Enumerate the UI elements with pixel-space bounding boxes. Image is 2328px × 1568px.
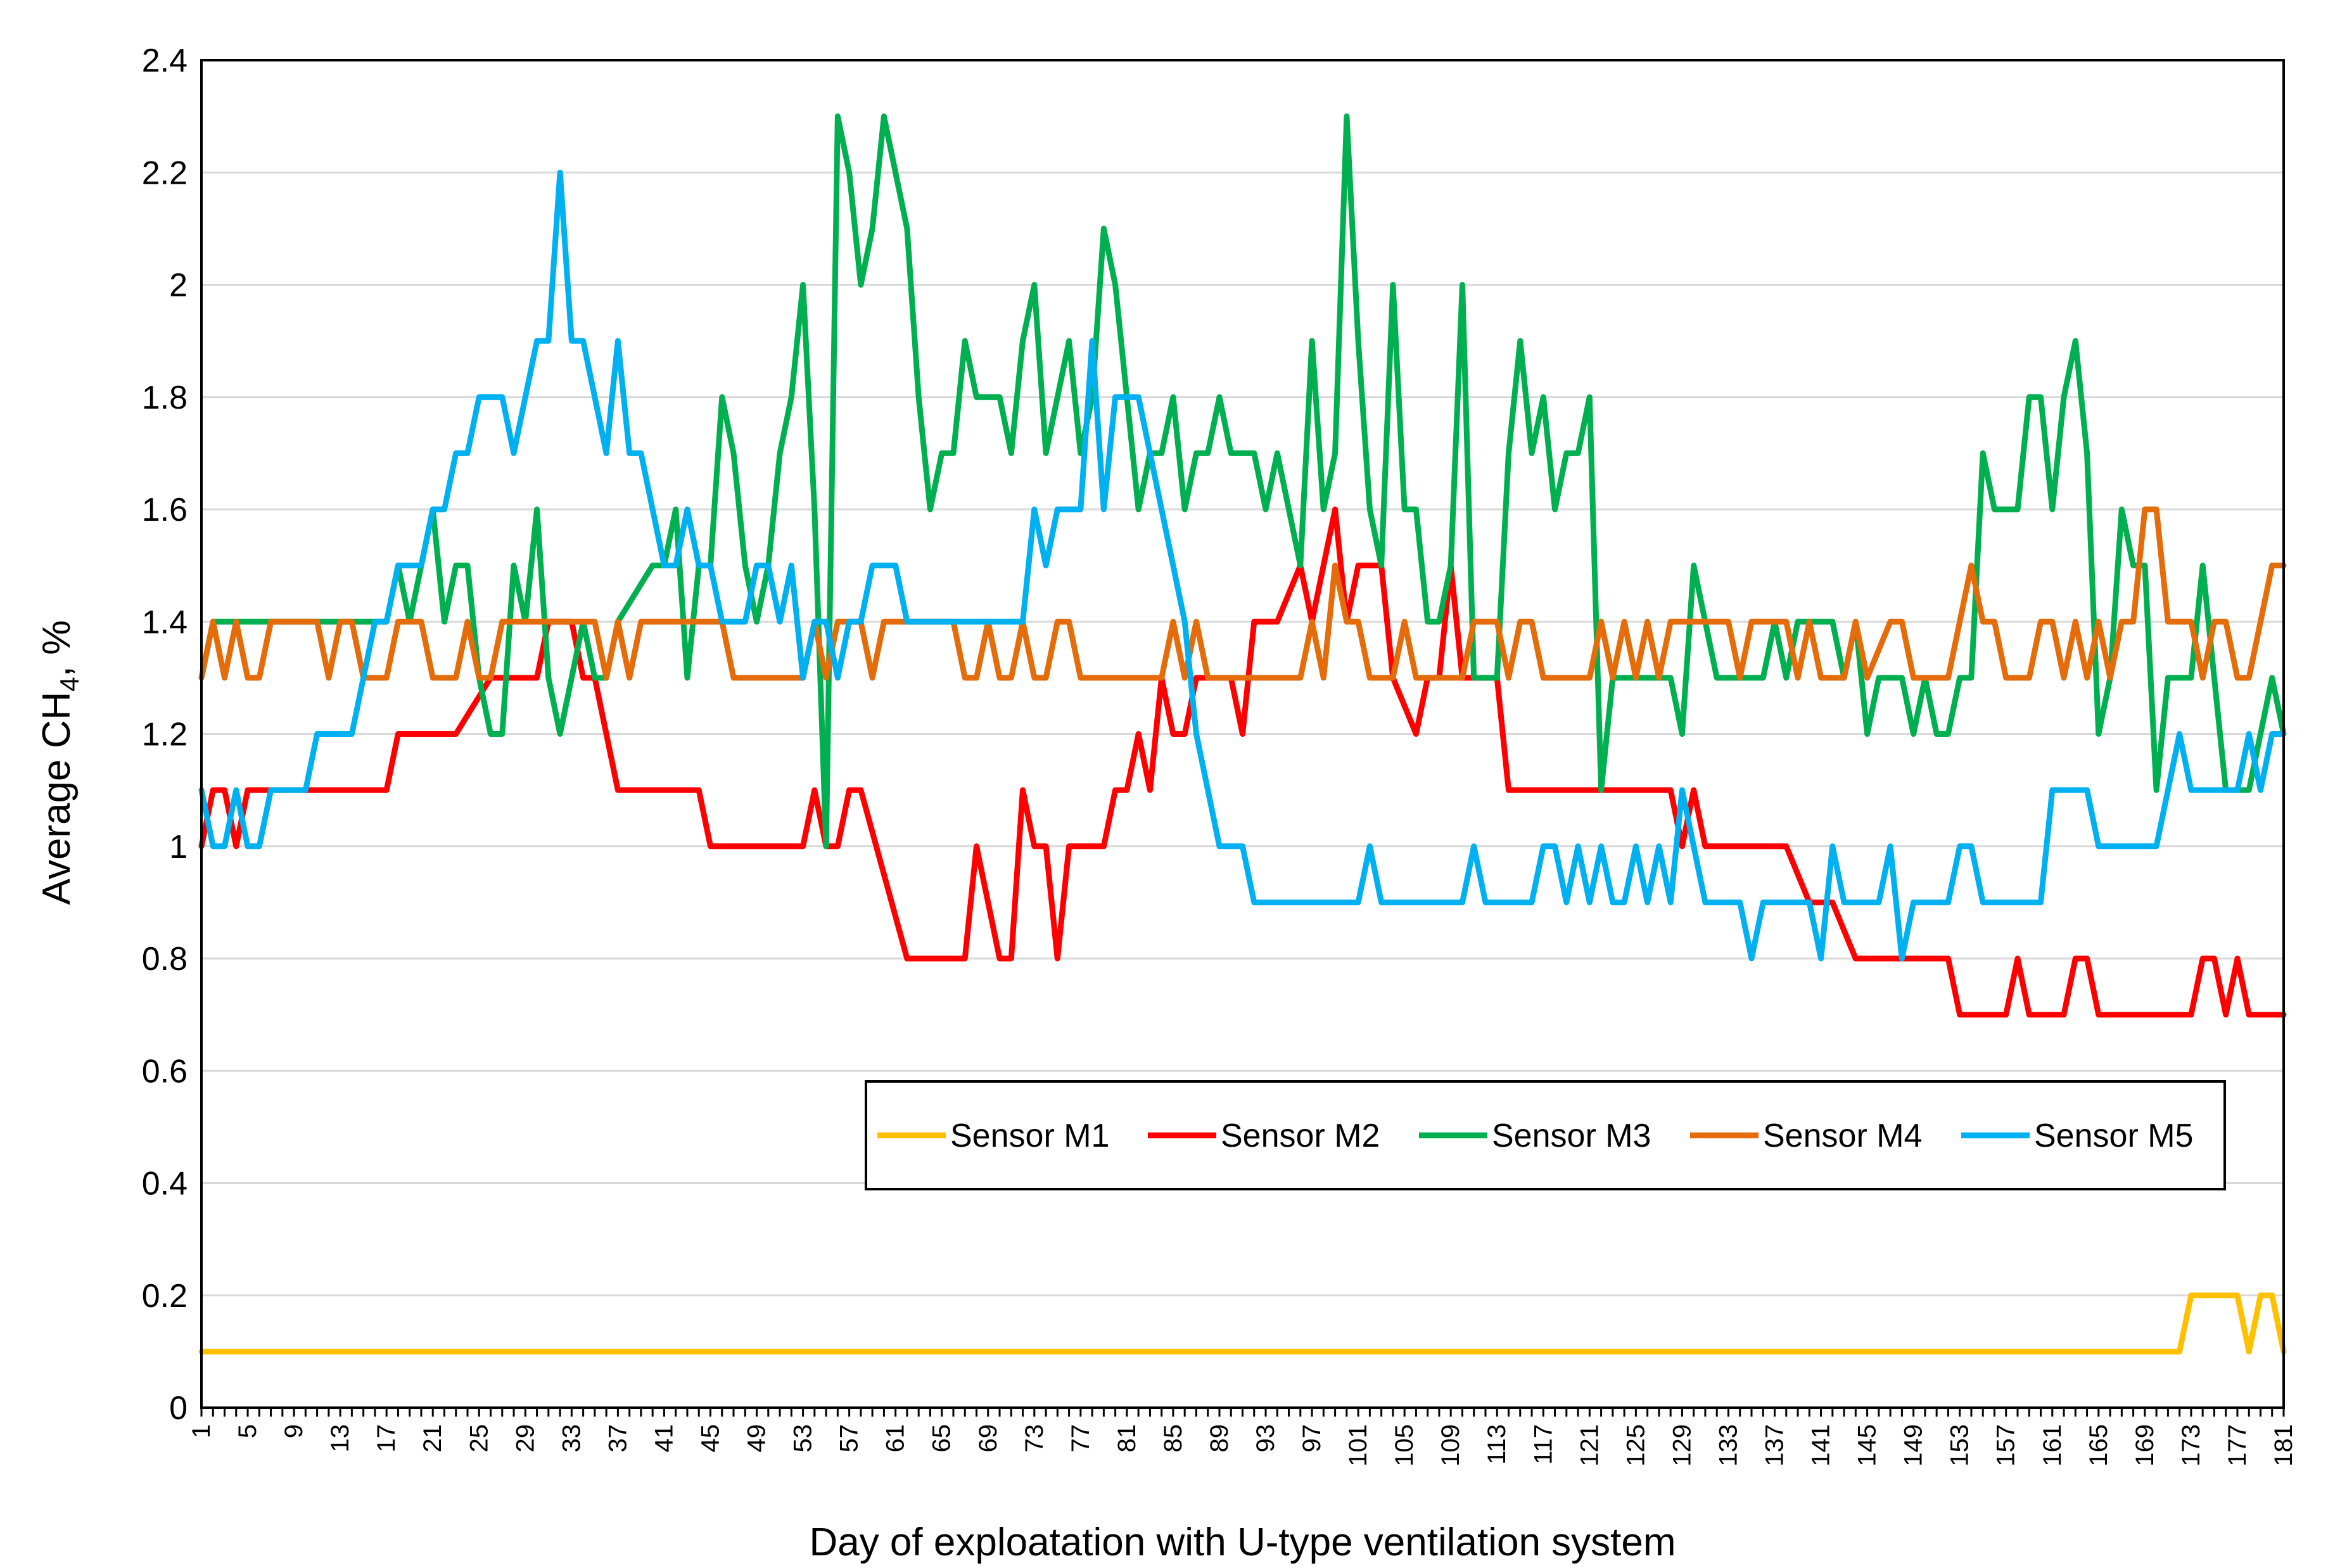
x-tick-label: 41 <box>650 1424 678 1453</box>
x-axis-label: Day of exploatation with U-type ventilat… <box>809 1520 1676 1564</box>
x-tick-label: 181 <box>2270 1424 2298 1467</box>
x-tick-label: 25 <box>465 1424 493 1453</box>
x-tick-label: 61 <box>882 1424 910 1453</box>
x-tick-label: 9 <box>280 1424 308 1438</box>
x-tick-label: 133 <box>1714 1424 1742 1467</box>
x-tick-label: 177 <box>2223 1424 2251 1467</box>
x-tick-label: 5 <box>234 1424 262 1438</box>
y-tick-label: 1.2 <box>142 717 188 753</box>
y-axis-label-suffix: , % <box>35 620 79 677</box>
x-tick-label: 89 <box>1205 1424 1233 1453</box>
y-tick-label: 1.6 <box>142 492 188 528</box>
x-tick-label: 33 <box>557 1424 585 1453</box>
x-tick-label: 93 <box>1252 1424 1280 1453</box>
x-tick-label: 117 <box>1529 1424 1557 1465</box>
y-tick-label: 0 <box>169 1390 188 1427</box>
x-tick-label: 37 <box>604 1424 632 1453</box>
legend-label: Sensor M1 <box>950 1118 1109 1154</box>
x-tick-label: 21 <box>419 1424 447 1453</box>
x-tick-label: 165 <box>2085 1424 2113 1467</box>
x-tick-label: 105 <box>1390 1424 1418 1467</box>
y-tick-label: 1.4 <box>142 604 188 641</box>
series-line-sensor-m1 <box>198 1292 2287 1354</box>
legend: Sensor M1 Sensor M2 Sensor M3 Sensor M4 Sens… <box>865 1080 2226 1190</box>
x-tick-label: 57 <box>836 1424 863 1453</box>
legend-label: Sensor M5 <box>2034 1118 2193 1154</box>
y-tick-label: 2 <box>169 267 188 304</box>
y-tick-label: 2.2 <box>142 155 188 191</box>
x-tick-label: 161 <box>2039 1424 2066 1467</box>
x-tick-label: 49 <box>743 1424 771 1453</box>
x-tick-label: 77 <box>1067 1424 1095 1453</box>
x-tick-label: 73 <box>1021 1424 1048 1453</box>
x-tick-label: 129 <box>1668 1424 1696 1467</box>
x-tick-label: 97 <box>1298 1424 1326 1453</box>
y-axis-label-subscript: 4 <box>54 677 84 691</box>
y-axis-label-main: Average CH <box>35 692 79 905</box>
legend-label: Sensor M2 <box>1221 1118 1380 1154</box>
x-tick-label: 149 <box>1900 1424 1928 1467</box>
x-tick-label: 141 <box>1807 1424 1835 1467</box>
x-tick-label: 81 <box>1113 1424 1141 1453</box>
y-tick-label: 0.2 <box>142 1278 188 1315</box>
x-tick-label: 1 <box>188 1424 215 1438</box>
x-tick-label: 29 <box>511 1424 539 1453</box>
legend-label: Sensor M4 <box>1763 1118 1922 1154</box>
x-tick-label: 173 <box>2177 1424 2205 1467</box>
x-tick-label: 137 <box>1761 1424 1789 1467</box>
series-line-sensor-m4 <box>198 506 2287 681</box>
x-tick-label: 145 <box>1854 1424 1881 1467</box>
x-axis-ticks: 1 5 9 13 17 21 25 29 33 37 41 45 49 53 57 61 65 69 73 77 81 8… <box>188 1408 2298 1467</box>
x-tick-label: 101 <box>1344 1424 1372 1467</box>
y-axis-ticks: 0 0.2 0.4 0.6 0.8 1 1.2 1.4 1.6 1.8 2 2.2 2.4 <box>142 42 188 1427</box>
legend-label: Sensor M3 <box>1492 1118 1651 1154</box>
x-tick-label: 85 <box>1159 1424 1187 1453</box>
x-tick-label: 153 <box>1946 1424 1974 1467</box>
x-tick-label: 45 <box>696 1424 724 1453</box>
x-tick-label: 121 <box>1575 1424 1603 1467</box>
series-layer <box>198 113 2287 1354</box>
x-tick-label: 53 <box>789 1424 817 1453</box>
y-tick-label: 2.4 <box>142 42 188 79</box>
x-tick-label: 13 <box>326 1424 354 1453</box>
x-tick-label: 65 <box>928 1424 956 1453</box>
x-tick-label: 69 <box>974 1424 1002 1453</box>
y-axis-label: Average CH4, % <box>35 620 84 905</box>
x-tick-label: 113 <box>1483 1424 1511 1465</box>
y-tick-label: 0.8 <box>142 941 188 978</box>
y-tick-label: 0.4 <box>142 1166 188 1202</box>
x-tick-label: 109 <box>1437 1424 1465 1467</box>
y-tick-label: 0.6 <box>142 1053 188 1090</box>
y-tick-label: 1 <box>169 829 188 865</box>
x-tick-label: 125 <box>1622 1424 1650 1467</box>
x-tick-label: 169 <box>2131 1424 2159 1467</box>
y-tick-label: 1.8 <box>142 379 188 416</box>
x-tick-label: 157 <box>1992 1424 2020 1467</box>
x-tick-label: 17 <box>372 1424 400 1453</box>
series-line-sensor-m5 <box>198 169 2287 962</box>
